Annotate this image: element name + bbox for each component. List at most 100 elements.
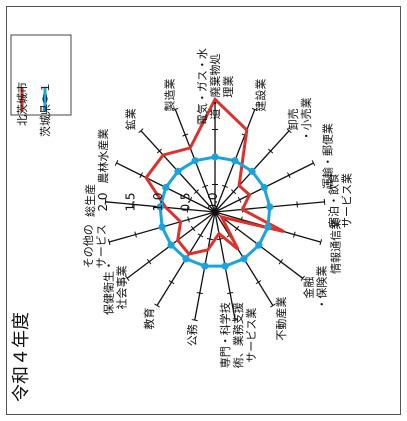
category-label: 不動産業 [274, 297, 288, 341]
spoke-tick [187, 216, 190, 223]
spoke-tick [300, 275, 305, 282]
series-point [191, 157, 199, 165]
spoke-tick [237, 196, 242, 203]
category-label-line: 公務 [185, 324, 199, 346]
spoke-tick [323, 198, 326, 205]
spoke-tick [234, 225, 240, 232]
spoke-tick [287, 172, 291, 179]
category-label-line: 卸売 [286, 108, 300, 130]
spoke-tick [270, 303, 276, 308]
spoke-tick [193, 189, 200, 195]
series-point [156, 203, 164, 211]
spoke-tick [286, 128, 292, 134]
category-label: その他の サービス [82, 224, 108, 268]
category-label-line: 運輸・郵便業 [320, 123, 334, 189]
series-line-0 [144, 96, 285, 256]
spoke-tick [191, 319, 198, 322]
spoke-tick [196, 292, 203, 295]
spoke-tick [188, 196, 193, 203]
category-label: 卸売 ・小売業 [286, 97, 313, 141]
category-label-line: 不動産業 [274, 297, 288, 341]
category-label-line: 宿泊・飲食 [326, 173, 340, 228]
category-label-line: サービス業 [245, 308, 258, 363]
category-label-line: サービス業 [340, 173, 353, 228]
category-label: 鉱業 [124, 108, 138, 130]
spoke-tick [138, 128, 144, 134]
legend-label-city: 北茨城市 [15, 82, 29, 126]
series-point [231, 157, 239, 165]
spoke-tick [296, 201, 298, 208]
spoke-tick [232, 319, 239, 322]
category-label-line: 建設業 [253, 79, 267, 112]
category-label-line: 専門・科学技 [218, 302, 232, 368]
spoke-tick [311, 160, 316, 166]
spoke-tick [230, 189, 237, 195]
spoke-tick [268, 148, 274, 154]
category-label-line: 鉱業 [124, 108, 138, 130]
category-label: 教育 [142, 308, 156, 330]
category-label-line: 道・廃棄物処 [208, 54, 222, 120]
spoke-tick [217, 237, 224, 241]
category-label-line: 電気・ガス・水 [195, 48, 209, 125]
spoke-tick [197, 233, 204, 238]
series-point [201, 262, 209, 270]
category-label: 情報通信業 [330, 219, 343, 274]
category-label-line: サービス [95, 224, 108, 268]
series-point [174, 167, 182, 175]
series-point [266, 203, 274, 211]
legend-label-pref: 茨城県＝１ [38, 82, 52, 137]
series-point [162, 183, 170, 192]
category-label-line: 社会事業 [114, 266, 128, 310]
tick-label: 1.5 [124, 192, 138, 211]
spoke-tick [124, 275, 130, 281]
category-label-line: 情報通信業 [330, 219, 343, 274]
category-label: 電気・ガス・水 道・廃棄物処 理業 [195, 48, 235, 125]
spoke-tick [293, 231, 296, 238]
tick-label: 0.5 [179, 192, 193, 211]
chart-frame: 0.0 0.5 1.0 1.5 2.0 建設業 卸売 ・小売業 運輸・郵便業 宿泊・飲食 サービス… [6, 6, 401, 415]
category-label: 金融 ・保険業 [302, 266, 329, 310]
category-label-line: ・保険業 [315, 266, 329, 310]
category-label-line: 理業 [222, 76, 235, 98]
category-label-line: 総生産 [83, 184, 97, 217]
category-label: 専門・科学技 術、業務支援 サービス業 [218, 302, 258, 368]
category-label: 農林水産業 [96, 129, 110, 184]
spoke-tick [156, 148, 162, 154]
category-label: 宿泊・飲食 サービス業 [326, 173, 353, 228]
spoke-tick [146, 258, 152, 265]
spoke-tick [251, 107, 258, 111]
radar-tick-labels: 0.0 0.5 1.0 1.5 2.0 [96, 192, 220, 211]
tick-label: 0.0 [206, 192, 220, 211]
series-point [260, 183, 268, 192]
spoke-tick [132, 201, 134, 208]
spoke-tick [114, 160, 119, 166]
category-label-line: 術、業務支援 [231, 302, 245, 368]
legend-marker-pref [42, 96, 48, 102]
spoke-tick [104, 198, 107, 205]
series-point [211, 153, 219, 161]
series-point [221, 262, 229, 270]
spoke-tick [186, 206, 189, 213]
spoke-tick [154, 303, 160, 308]
spoke-tick [139, 172, 143, 179]
category-label: 公務 [185, 324, 199, 346]
category-label-line: ・小売業 [300, 97, 313, 141]
spoke-tick [202, 184, 209, 188]
category-label: 総生産 [83, 184, 97, 217]
tick-label: 1.0 [151, 192, 165, 211]
tick-label: 2.0 [96, 192, 110, 211]
spoke-tick [190, 225, 196, 232]
spoke-tick [134, 231, 137, 238]
series-point [240, 255, 248, 263]
category-label-line: 製造業 [163, 79, 177, 112]
category-label-line: 保健衛生・ [101, 260, 115, 315]
spoke-tick [107, 239, 111, 246]
spoke-tick [319, 239, 323, 246]
category-label-line: 農林水産業 [96, 129, 110, 184]
series-point [248, 167, 256, 175]
category-label: 製造業 [163, 79, 177, 112]
category-label-line: その他の [82, 224, 95, 268]
chart-caption: 令和４年度 [11, 312, 32, 402]
spoke-tick [168, 280, 175, 285]
